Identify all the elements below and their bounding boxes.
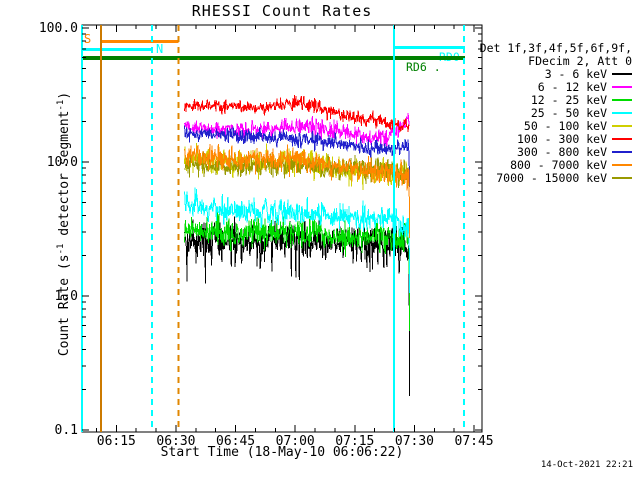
flag-label-n: N [156,42,164,56]
legend-header-decim-att: FDecim 2, Att 0 [528,53,632,68]
legend-item: 6 - 12 keV [470,79,632,94]
legend-swatch-icon [612,98,632,101]
chart-legend: Det 1f,3f,4f,5f,6f,9f, FDecim 2, Att 0 3… [470,40,632,185]
y-axis-label-sup2: -1 [55,99,66,111]
legend-item-label: 7000 - 15000 keV [496,170,607,185]
y-axis-label-post: ) [57,91,73,100]
x-tick-label: 07:30 [394,434,435,449]
flag-label-rd0: RD0 [439,50,460,64]
legend-swatch-icon [612,163,632,166]
legend-item-label: 800 - 7000 keV [510,157,607,172]
axis-ticks [82,25,482,432]
chart-title: RHESSI Count Rates [191,2,373,20]
legend-items: 3 - 6 keV 6 - 12 keV 12 - 25 keV 25 - 50 ke… [470,66,632,185]
legend-swatch-icon [612,124,632,127]
legend-item-label: 12 - 25 keV [530,92,607,107]
series-trace-7000-15000keV [184,151,410,188]
x-tick-label: 06:30 [156,434,196,449]
series-trace-3-6keV [184,216,410,396]
series-trace-6-12keV [184,112,410,148]
x-tick-label: 07:15 [335,434,375,449]
legend-item-label: 50 - 100 keV [523,118,607,133]
series-trace-800-7000keV [184,143,410,239]
legend-item: 100 - 300 keV [470,131,632,146]
legend-swatch-icon [612,72,632,75]
y-tick-label: 0.1 [54,423,78,438]
plot-timestamp: 14-Oct-2021 22:21 [540,460,633,470]
legend-swatch-icon [612,111,632,114]
y-axis-label: Count Rate (s-1 detector segment-1) [56,92,72,356]
series-trace-12-25keV [184,210,410,331]
legend-item: 7000 - 15000 keV [470,170,632,185]
x-tick-label: 07:45 [454,434,494,449]
series-trace-300-800keV [184,125,410,188]
y-axis-label-mid: detector segment [57,110,73,244]
flag-label-s: S [84,32,92,46]
series-trace-25-50keV [184,187,410,294]
legend-item: 25 - 50 keV [470,105,632,120]
y-tick-label: 1.0 [54,289,78,304]
legend-swatch-icon [612,85,632,88]
series-trace-50-100keV [184,142,410,191]
flag-bar-rd0 [394,46,465,49]
y-tick-label: 100.0 [38,21,78,36]
series-trace-100-300keV [184,94,410,132]
legend-item: 12 - 25 keV [470,92,632,107]
legend-item: 300 - 800 keV [470,144,632,159]
legend-swatch-icon [612,150,632,153]
x-tick-label: 07:00 [275,434,315,449]
x-tick-label: 06:15 [96,434,136,449]
legend-item-label: 25 - 50 keV [530,105,607,120]
legend-item: 3 - 6 keV [470,66,632,81]
legend-item: 800 - 7000 keV [470,157,632,172]
legend-swatch-icon [612,176,632,179]
x-axis-label: Start Time (18-May-10 06:06:22) [160,445,404,460]
x-tick-label: 06:45 [215,434,256,449]
legend-item-label: 6 - 12 keV [537,79,607,94]
legend-item-label: 100 - 300 keV [516,131,607,146]
flag-bar-s [99,40,179,43]
y-axis-label-sup1: -1 [55,243,66,255]
legend-item-label: 300 - 800 keV [516,144,607,159]
y-axis-label-text: Count Rate (s [57,254,73,357]
legend-header-detectors: Det 1f,3f,4f,5f,6f,9f, [479,40,632,55]
flag-label-rd6: RD6 . [406,60,441,74]
plot-frame [81,24,483,433]
legend-item: 50 - 100 keV [470,118,632,133]
legend-swatch-icon [612,137,632,140]
flag-bar-n [82,48,153,51]
legend-item-label: 3 - 6 keV [544,66,607,81]
y-tick-label: 10.0 [46,155,78,170]
